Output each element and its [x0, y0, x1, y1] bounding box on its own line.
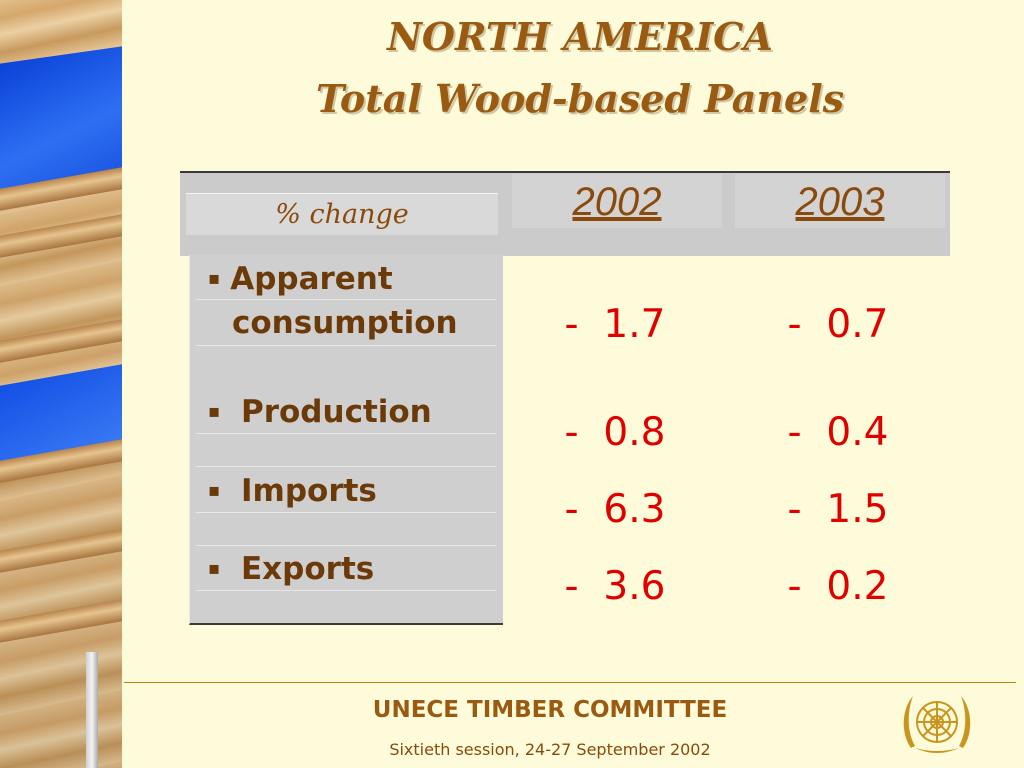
footer-org: UNECE TIMBER COMMITTEE [372, 697, 728, 723]
row-divider [196, 545, 496, 546]
row-divider [196, 345, 496, 346]
year-header-2003: 2003 [735, 174, 945, 228]
wood-panels-image [0, 0, 122, 768]
value-consumption-2003: - 0.7 [787, 302, 889, 347]
un-emblem-icon [903, 696, 971, 753]
bullet-icon: ▪ [208, 401, 221, 422]
row-divider [196, 466, 496, 467]
table-row-label: ▪ Exports [208, 547, 374, 591]
value-exports-2002: - 3.6 [564, 564, 666, 609]
footer-divider [124, 682, 1016, 683]
value-imports-2003: - 1.5 [787, 487, 889, 532]
row-divider [196, 512, 496, 513]
table-row-label: ▪ Imports [208, 469, 377, 513]
percent-change-header: % change [186, 193, 498, 235]
bullet-icon: ▪ [208, 480, 221, 501]
value-imports-2002: - 6.3 [564, 487, 666, 532]
row-label-imports: Imports [241, 473, 377, 509]
row-label-exports: Exports [241, 551, 375, 587]
row-label-apparent: Apparent [230, 261, 393, 297]
slide-title-line1: NORTH AMERICA [387, 14, 773, 59]
footer-session: Sixtieth session, 24-27 September 2002 [389, 740, 711, 759]
table-row-label: ▪ Apparent consumption [208, 257, 458, 345]
bullet-icon: ▪ [208, 268, 221, 289]
value-production-2003: - 0.4 [787, 410, 889, 455]
table-row-label: ▪ Production [208, 390, 432, 434]
value-consumption-2002: - 1.7 [564, 302, 666, 347]
row-labels-panel [189, 255, 503, 625]
value-production-2002: - 0.8 [564, 410, 666, 455]
slide-title-line2: Total Wood-based Panels [315, 76, 845, 121]
row-label-production: Production [241, 394, 432, 430]
row-label-consumption: consumption [232, 305, 458, 341]
row-divider [196, 299, 496, 300]
value-exports-2003: - 0.2 [787, 564, 889, 609]
bullet-icon: ▪ [208, 558, 221, 579]
row-divider [196, 590, 496, 591]
row-divider [196, 433, 496, 434]
year-header-2002: 2002 [512, 174, 722, 228]
